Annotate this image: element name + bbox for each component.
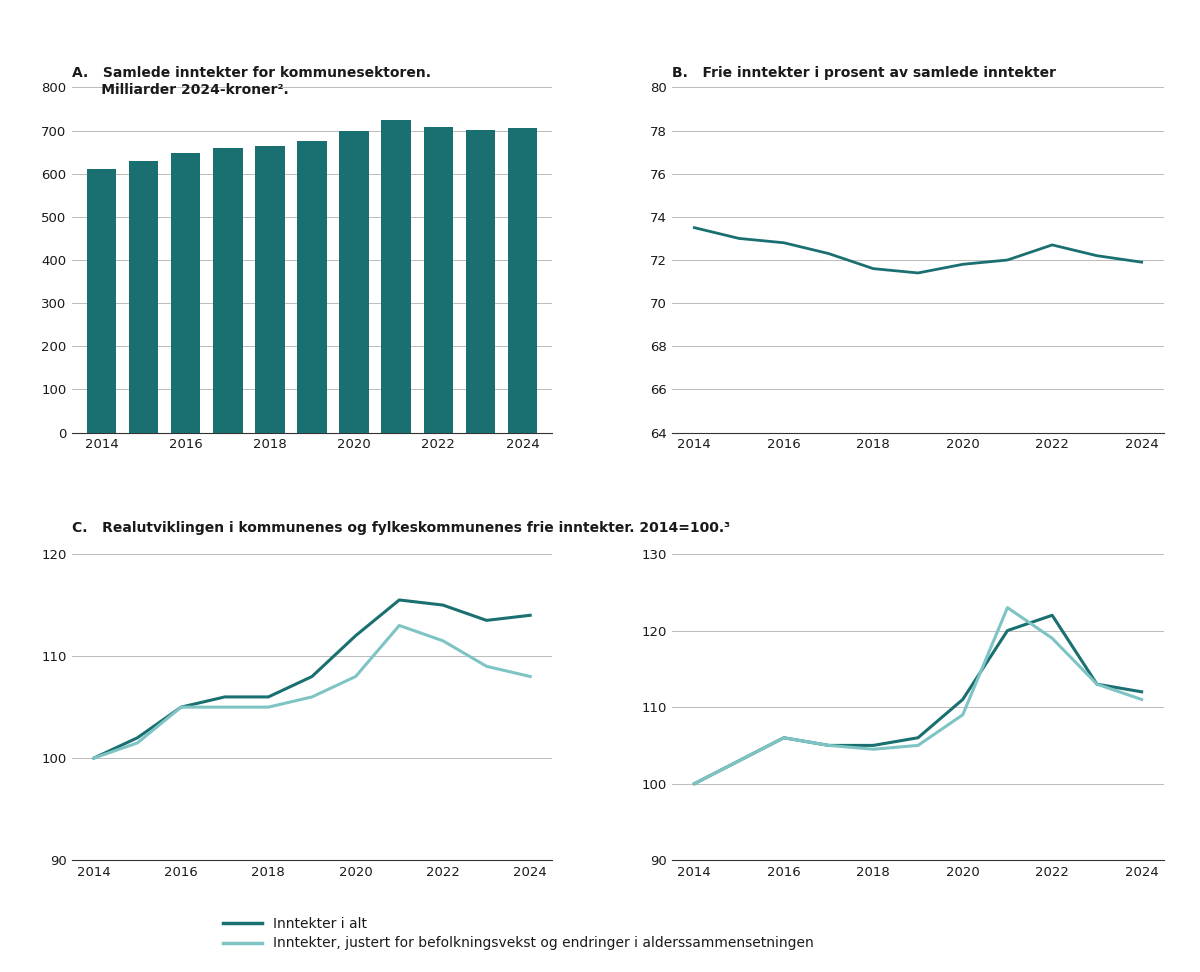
Bar [298,141,326,433]
Bar [170,153,200,433]
Bar [86,169,116,433]
Bar [466,129,496,433]
Bar [128,160,158,433]
Text: Milliarder 2024-kroner².: Milliarder 2024-kroner². [72,84,289,97]
Text: C.   Realutviklingen i kommunenes og fylkeskommunenes frie inntekter. 2014=100.³: C. Realutviklingen i kommunenes og fylke… [72,521,730,535]
Bar [214,148,242,433]
Text: A.   Samlede inntekter for kommunesektoren.: A. Samlede inntekter for kommunesektoren… [72,66,431,80]
Legend: Inntekter i alt, Inntekter, justert for befolkningsvekst og endringer i alderssa: Inntekter i alt, Inntekter, justert for … [223,917,814,951]
Bar [382,120,410,433]
Bar [340,130,368,433]
Text: B.   Frie inntekter i prosent av samlede inntekter: B. Frie inntekter i prosent av samlede i… [672,66,1056,80]
Bar [256,146,284,433]
Bar [508,127,538,433]
Bar [424,127,454,433]
